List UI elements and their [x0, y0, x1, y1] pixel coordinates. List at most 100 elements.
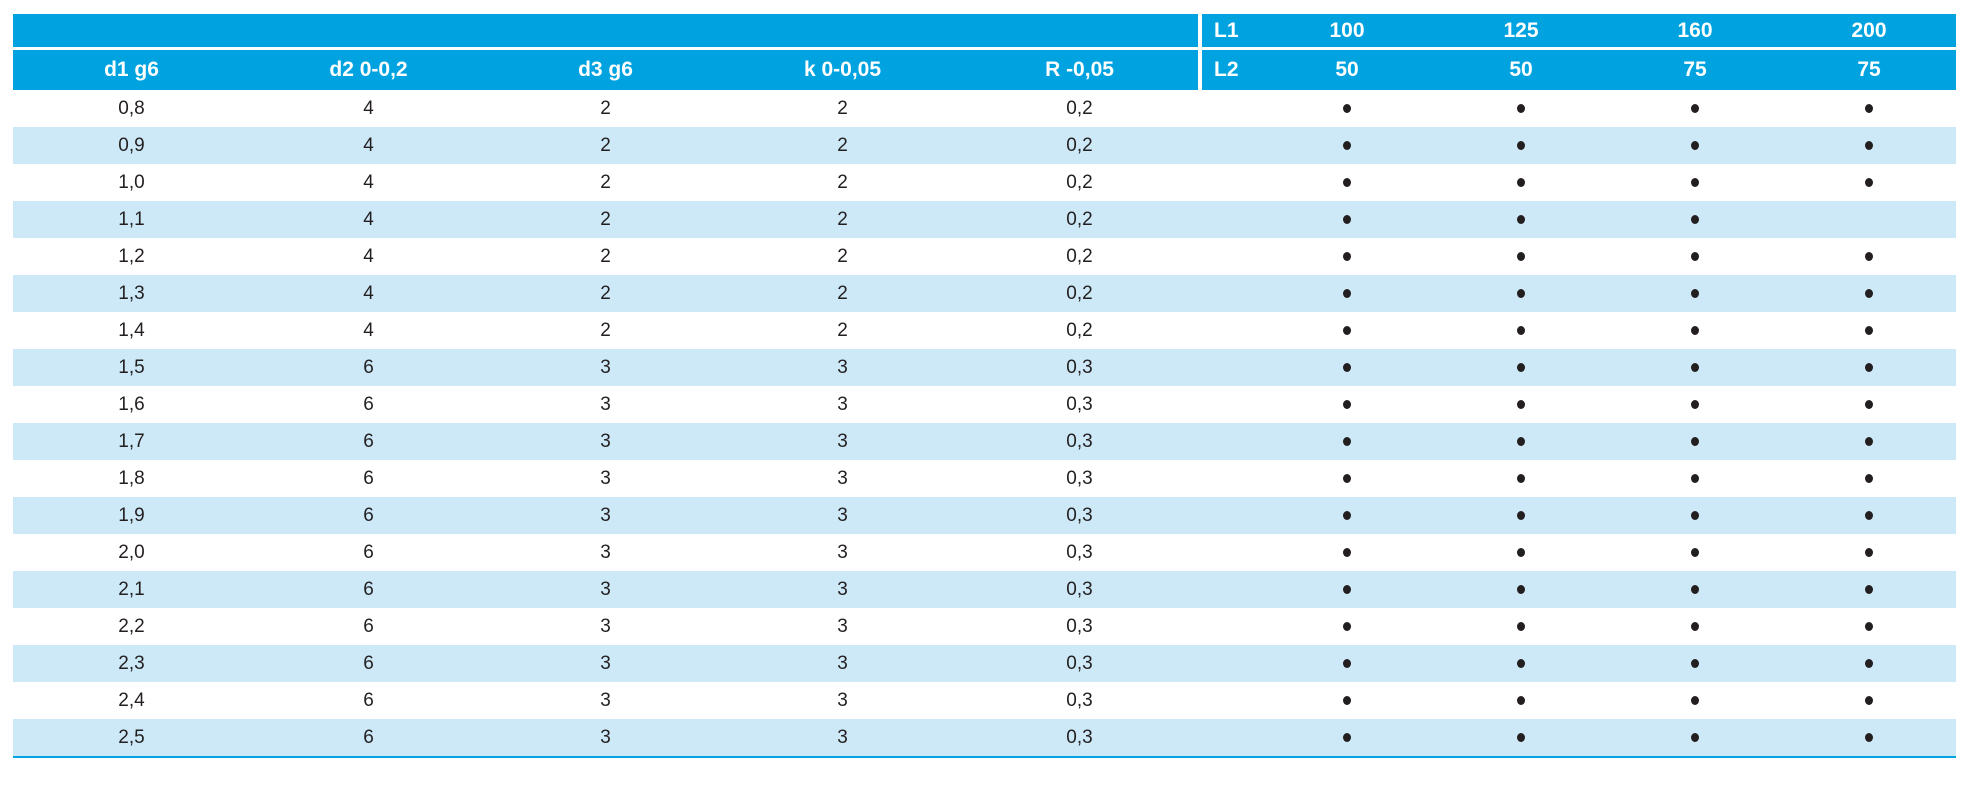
cell-d2: 6 [363, 615, 374, 637]
cell-availability-l200 [1782, 645, 1956, 682]
availability-dot [1343, 510, 1351, 520]
cell-d1: 1,9 [13, 497, 250, 534]
cell-availability-l200 [1782, 608, 1956, 645]
cell-d3: 3 [600, 467, 611, 489]
cell-availability-l160 [1608, 534, 1782, 571]
cell-d3: 2 [487, 201, 724, 238]
cell-k: 3 [724, 719, 961, 756]
cell-d2: 4 [250, 275, 487, 312]
availability-dot [1691, 584, 1699, 594]
cell-d1: 2,2 [118, 615, 145, 637]
cell-availability-l125 [1434, 460, 1608, 497]
cell-r: 0,2 [1066, 245, 1093, 267]
availability-dot [1691, 177, 1699, 187]
availability-dot [1517, 177, 1525, 187]
availability-dot [1343, 251, 1351, 261]
availability-dot [1865, 362, 1873, 372]
availability-dot [1517, 399, 1525, 409]
cell-availability-l125 [1434, 238, 1608, 275]
availability-dot [1865, 547, 1873, 557]
cell-availability-l160 [1608, 645, 1782, 682]
availability-dot [1865, 399, 1873, 409]
cell-d2: 6 [363, 689, 374, 711]
availability-dot [1865, 177, 1873, 187]
availability-dot [1343, 584, 1351, 594]
cell-d2: 6 [363, 393, 374, 415]
availability-dot [1691, 103, 1699, 113]
table-row: 1,0 4 2 2 0,2 [13, 164, 1956, 201]
cell-spacer [1198, 423, 1260, 460]
cell-availability-l100 [1260, 534, 1434, 571]
cell-availability-l125 [1434, 645, 1608, 682]
cell-r: 0,3 [1066, 615, 1093, 637]
header-l2-value-3: 75 [1782, 50, 1956, 90]
cell-availability-l160 [1608, 90, 1782, 127]
cell-d1: 2,5 [13, 719, 250, 756]
cell-availability-l200 [1782, 90, 1956, 127]
cell-availability-l160 [1608, 386, 1782, 423]
availability-dot [1865, 621, 1873, 631]
cell-spacer [1198, 312, 1260, 349]
availability-dot [1517, 103, 1525, 113]
cell-k: 3 [837, 393, 848, 415]
table-row: 2,4 6 3 3 0,3 [13, 682, 1956, 719]
cell-availability-l160 [1608, 349, 1782, 386]
availability-dot [1517, 251, 1525, 261]
cell-availability-l125 [1434, 164, 1608, 201]
cell-availability-l125 [1434, 497, 1608, 534]
table-row: 0,9 4 2 2 0,2 [13, 127, 1956, 164]
availability-dot [1343, 140, 1351, 150]
cell-spacer [1198, 90, 1260, 127]
cell-availability-l125 [1434, 608, 1608, 645]
cell-availability-l125 [1434, 90, 1608, 127]
cell-d3: 3 [600, 393, 611, 415]
cell-r: 0,3 [961, 349, 1198, 386]
cell-availability-l100 [1260, 608, 1434, 645]
cell-spacer [1198, 349, 1260, 386]
availability-dot [1691, 251, 1699, 261]
cell-d1: 1,0 [118, 171, 145, 193]
availability-dot [1865, 251, 1873, 261]
cell-spacer [1198, 275, 1260, 312]
cell-d3: 3 [487, 349, 724, 386]
cell-d2: 4 [363, 97, 374, 119]
dimension-table: L1 100 125 160 200 d1 g6 d2 0-0,2 d3 g6 … [13, 14, 1956, 758]
cell-d2: 6 [363, 541, 374, 563]
cell-availability-l200 [1782, 164, 1956, 201]
cell-d2: 4 [363, 245, 374, 267]
cell-k: 2 [837, 171, 848, 193]
table-body: 0,8 4 2 2 0,2 0,9 4 2 2 0,2 1,0 4 2 2 0,… [13, 90, 1956, 756]
availability-dot [1517, 510, 1525, 520]
cell-d1: 2,3 [13, 645, 250, 682]
cell-spacer [1198, 608, 1260, 645]
cell-availability-l125 [1434, 386, 1608, 423]
cell-r: 0,2 [1066, 97, 1093, 119]
header-l1-value-125: 125 [1434, 14, 1608, 50]
cell-availability-l160 [1608, 201, 1782, 238]
availability-dot [1517, 325, 1525, 335]
cell-availability-l200 [1782, 682, 1956, 719]
availability-dot [1517, 140, 1525, 150]
cell-r: 0,3 [961, 719, 1198, 756]
cell-availability-l200 [1782, 312, 1956, 349]
cell-d2: 6 [250, 645, 487, 682]
cell-availability-l160 [1608, 127, 1782, 164]
cell-availability-l200 [1782, 349, 1956, 386]
availability-dot [1517, 732, 1525, 742]
table-row: 1,6 6 3 3 0,3 [13, 386, 1956, 423]
cell-spacer [1198, 719, 1260, 756]
cell-availability-l100 [1260, 571, 1434, 608]
cell-availability-l100 [1260, 645, 1434, 682]
cell-k: 2 [837, 245, 848, 267]
cell-availability-l100 [1260, 238, 1434, 275]
availability-dot [1517, 695, 1525, 705]
table-row: 2,0 6 3 3 0,3 [13, 534, 1956, 571]
cell-k: 3 [724, 423, 961, 460]
cell-availability-l100 [1260, 275, 1434, 312]
cell-availability-l125 [1434, 127, 1608, 164]
cell-spacer [1198, 238, 1260, 275]
cell-d3: 2 [600, 245, 611, 267]
cell-d1: 2,4 [118, 689, 145, 711]
cell-availability-l160 [1608, 608, 1782, 645]
cell-availability-l125 [1434, 312, 1608, 349]
